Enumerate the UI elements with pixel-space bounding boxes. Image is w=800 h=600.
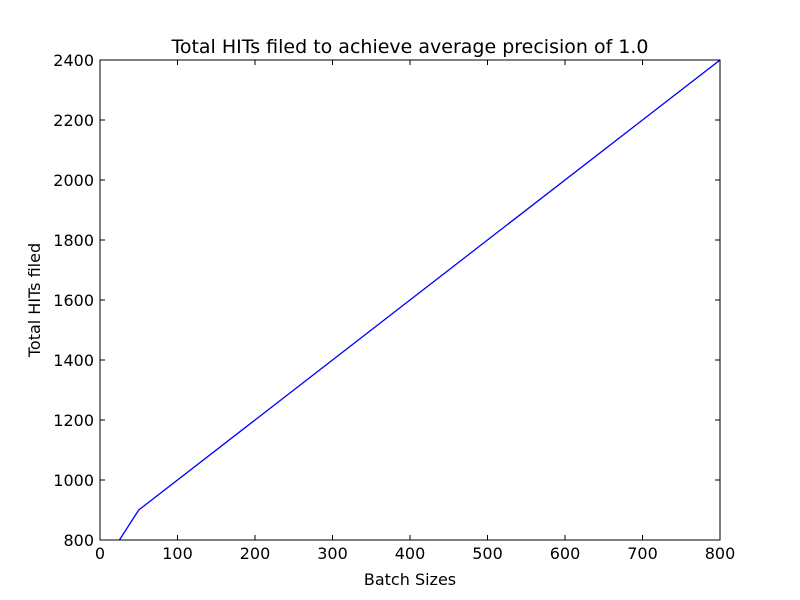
plot-frame <box>99 59 721 541</box>
y-axis-title: Total HITs filed <box>25 243 44 358</box>
y-tick-label: 800 <box>63 531 94 550</box>
y-tick-label: 1400 <box>53 351 94 370</box>
x-tick-label: 800 <box>705 544 736 563</box>
x-tick-label: 0 <box>95 544 105 563</box>
x-tick-label: 600 <box>550 544 581 563</box>
y-tick-label: 1800 <box>53 231 94 250</box>
x-tick-label: 400 <box>395 544 426 563</box>
x-axis-title: Batch Sizes <box>364 570 456 589</box>
y-tick-label: 2400 <box>53 51 94 70</box>
y-tick-label: 2000 <box>53 171 94 190</box>
x-tick-label: 100 <box>162 544 193 563</box>
y-tick-label: 1600 <box>53 291 94 310</box>
x-tick-label: 700 <box>627 544 658 563</box>
x-tick-label: 200 <box>240 544 271 563</box>
y-tick-label: 1000 <box>53 471 94 490</box>
chart-title: Total HITs filed to achieve average prec… <box>170 36 648 58</box>
x-tick-label: 300 <box>317 544 348 563</box>
plot-area: 0 100 200 300 400 500 600 700 800 800 1000 1200 1400… <box>53 51 735 563</box>
y-tick-label: 2200 <box>53 111 94 130</box>
y-tick-label: 1200 <box>53 411 94 430</box>
x-tick-label: 500 <box>472 544 503 563</box>
series-line-1 <box>118 60 720 540</box>
